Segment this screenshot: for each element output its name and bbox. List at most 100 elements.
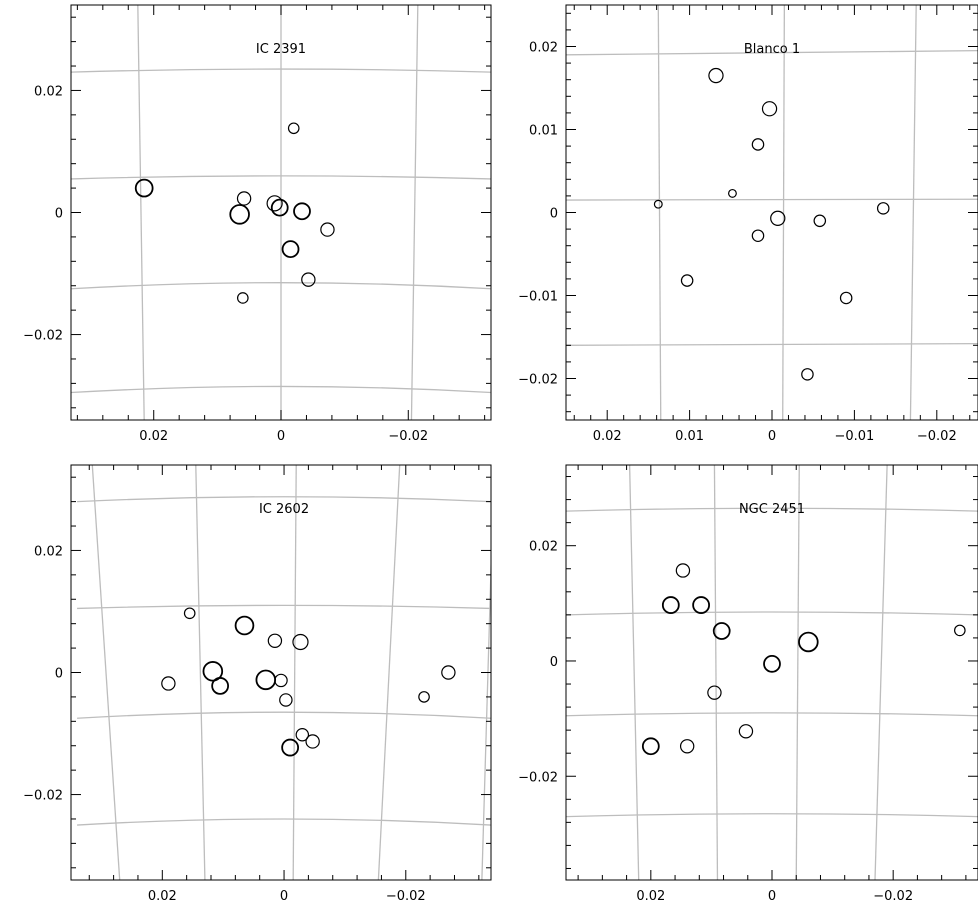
- grid-line: [713, 465, 719, 880]
- data-point: [707, 685, 722, 700]
- data-point: [255, 669, 277, 691]
- y-tick-label: 0.02: [34, 84, 63, 99]
- y-tick-label: −0.02: [23, 789, 63, 804]
- data-point: [728, 188, 737, 198]
- data-point: [675, 563, 691, 578]
- x-tick-label: −0.02: [917, 429, 957, 444]
- x-tick-label: 0.02: [139, 429, 168, 444]
- plot-area: [566, 465, 978, 880]
- grid-line: [795, 465, 800, 880]
- y-tick-label: 0.01: [529, 124, 558, 139]
- data-point: [229, 204, 250, 225]
- y-tick-label: 0.02: [34, 544, 63, 559]
- data-point: [441, 665, 456, 680]
- data-point: [236, 292, 249, 304]
- data-point: [661, 596, 680, 614]
- y-tick-label: 0: [55, 667, 63, 682]
- data-point: [708, 67, 724, 84]
- grid-line: [292, 465, 297, 880]
- grid-line: [77, 818, 491, 826]
- data-point: [183, 607, 196, 620]
- grid-line: [566, 342, 978, 346]
- plot-area: [77, 465, 491, 880]
- chart-title: Blanco 1: [744, 42, 800, 57]
- grid-line: [377, 465, 401, 880]
- x-tick-label: −0.01: [834, 429, 874, 444]
- grid-line: [77, 604, 491, 610]
- y-tick-label: −0.02: [518, 770, 558, 785]
- data-point: [266, 195, 283, 212]
- x-tick-label: −0.02: [873, 889, 913, 904]
- grid-line: [628, 465, 640, 880]
- data-point: [738, 724, 754, 739]
- data-point: [279, 693, 293, 707]
- data-point: [679, 739, 695, 754]
- x-tick-label: 0: [768, 429, 776, 444]
- data-point: [692, 596, 710, 614]
- data-point: [801, 368, 814, 381]
- data-point: [813, 214, 827, 228]
- data-point: [270, 198, 289, 217]
- data-point: [211, 677, 230, 695]
- data-point: [641, 737, 660, 756]
- chart-panel: 0.02 0 −0.02 0.02 0 −0.02 IC 2602: [23, 464, 492, 904]
- data-point: [320, 222, 335, 237]
- grid-line: [909, 5, 917, 420]
- grid-line: [874, 465, 888, 880]
- data-point: [281, 240, 300, 258]
- data-point: [763, 654, 781, 673]
- grid-line: [566, 611, 978, 616]
- grid-line: [566, 507, 978, 512]
- grid-line: [77, 496, 491, 503]
- y-tick-label: 0.02: [529, 41, 558, 56]
- grid-line: [566, 813, 978, 818]
- chart-title: NGC 2451: [739, 502, 805, 517]
- grid-line: [566, 198, 978, 201]
- grid-line: [566, 50, 978, 56]
- data-point: [305, 734, 320, 749]
- data-point: [293, 202, 311, 221]
- chart-panel: 0.02 0.01 0 −0.01 −0.02 0.02 0.01 0 −0.01 −0.02 Bl…: [518, 4, 978, 444]
- x-tick-label: 0: [768, 889, 776, 904]
- x-tick-label: 0: [280, 889, 288, 904]
- y-tick-label: 0: [550, 207, 558, 222]
- grid-line: [657, 5, 662, 420]
- plot-frame: [565, 4, 978, 421]
- data-point: [295, 728, 310, 742]
- x-tick-label: 0: [277, 429, 285, 444]
- grid-line: [410, 5, 419, 420]
- data-point: [712, 622, 731, 640]
- data-point: [876, 202, 890, 215]
- data-point: [653, 199, 663, 209]
- x-tick-label: 0.01: [675, 429, 704, 444]
- data-point: [292, 633, 309, 651]
- data-point: [680, 274, 694, 287]
- data-point: [202, 661, 224, 682]
- grid-line: [195, 465, 206, 880]
- y-tick-label: −0.01: [518, 290, 558, 305]
- y-tick-label: −0.02: [23, 329, 63, 344]
- data-point: [798, 631, 819, 653]
- data-point: [287, 122, 300, 135]
- data-point: [134, 178, 154, 198]
- x-tick-label: 0.02: [636, 889, 665, 904]
- data-point: [281, 738, 300, 757]
- chart-title: IC 2391: [256, 42, 306, 57]
- plot-area: [566, 5, 978, 420]
- data-point: [236, 191, 252, 206]
- data-point: [274, 673, 288, 688]
- data-point: [761, 101, 778, 117]
- x-tick-label: −0.02: [388, 429, 428, 444]
- data-point: [770, 210, 786, 226]
- x-tick-label: 0.02: [148, 889, 177, 904]
- data-point: [161, 676, 176, 691]
- data-point: [954, 624, 966, 637]
- plot-frame: [70, 464, 492, 881]
- y-tick-label: 0: [55, 207, 63, 222]
- data-point: [234, 615, 255, 636]
- grid-line: [137, 5, 145, 420]
- data-point: [301, 272, 316, 287]
- data-point: [839, 291, 853, 305]
- grid-line: [77, 711, 491, 719]
